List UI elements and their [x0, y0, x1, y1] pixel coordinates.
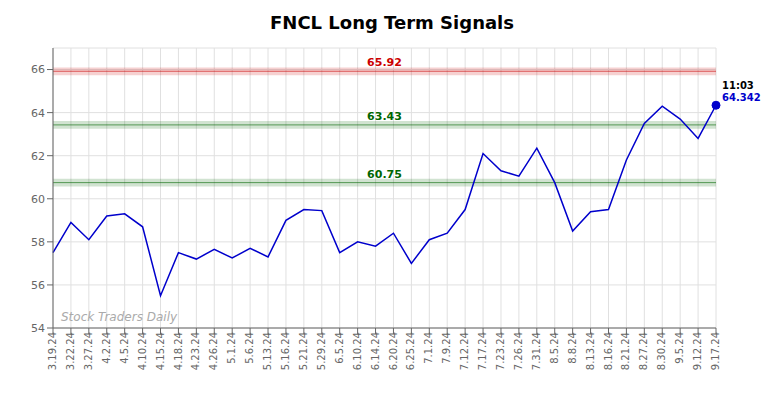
svg-text:6.14.24: 6.14.24 [370, 332, 381, 370]
svg-text:5.13.24: 5.13.24 [262, 332, 273, 370]
svg-text:7.9.24: 7.9.24 [441, 332, 452, 364]
svg-text:7.12.24: 7.12.24 [459, 332, 470, 370]
svg-text:4.23.24: 4.23.24 [190, 332, 201, 370]
svg-text:4.18.24: 4.18.24 [173, 332, 184, 370]
svg-text:7.26.24: 7.26.24 [513, 332, 524, 370]
svg-text:5.6.24: 5.6.24 [244, 332, 255, 364]
svg-text:8.8.24: 8.8.24 [567, 332, 578, 364]
svg-text:7.31.24: 7.31.24 [531, 332, 542, 370]
svg-text:56: 56 [31, 279, 45, 292]
svg-text:6.20.24: 6.20.24 [388, 332, 399, 370]
svg-text:4.26.24: 4.26.24 [208, 332, 219, 370]
svg-text:64.342: 64.342 [722, 92, 761, 103]
svg-text:5.1.24: 5.1.24 [226, 332, 237, 364]
svg-text:58: 58 [31, 236, 45, 249]
svg-text:54: 54 [31, 322, 45, 335]
html-text:Stock Traders Daily: Stock Traders Daily [61, 310, 178, 324]
svg-text:3.19.24: 3.19.24 [47, 332, 58, 370]
svg-text:5.16.24: 5.16.24 [280, 332, 291, 370]
svg-text:8.21.24: 8.21.24 [621, 332, 632, 370]
svg-text:4.2.24: 4.2.24 [101, 332, 112, 364]
svg-text:65.92: 65.92 [367, 56, 402, 69]
svg-text:7.1.24: 7.1.24 [423, 332, 434, 364]
svg-text:3.22.24: 3.22.24 [65, 332, 76, 370]
svg-text:9.17.24: 9.17.24 [710, 332, 721, 370]
svg-text:7.23.24: 7.23.24 [495, 332, 506, 370]
svg-text:4.15.24: 4.15.24 [155, 332, 166, 370]
html-text:FNCL Long Term Signals: FNCL Long Term Signals [270, 12, 514, 33]
svg-text:5.29.24: 5.29.24 [316, 332, 327, 370]
svg-text:64: 64 [31, 107, 45, 120]
svg-text:9.12.24: 9.12.24 [692, 332, 703, 370]
svg-text:8.30.24: 8.30.24 [656, 332, 667, 370]
svg-text:6.10.24: 6.10.24 [352, 332, 363, 370]
svg-text:62: 62 [31, 150, 45, 163]
svg-text:8.27.24: 8.27.24 [638, 332, 649, 370]
svg-text:7.17.24: 7.17.24 [477, 332, 488, 370]
svg-text:60.75: 60.75 [367, 168, 402, 181]
svg-text:6.25.24: 6.25.24 [405, 332, 416, 370]
svg-text:66: 66 [31, 63, 45, 76]
svg-text:11:03: 11:03 [722, 80, 754, 91]
svg-text:8.5.24: 8.5.24 [549, 332, 560, 364]
svg-text:60: 60 [31, 193, 45, 206]
svg-text:3.27.24: 3.27.24 [83, 332, 94, 370]
svg-text:9.5.24: 9.5.24 [674, 332, 685, 364]
svg-text:63.43: 63.43 [367, 110, 402, 123]
svg-text:4.5.24: 4.5.24 [119, 332, 130, 364]
svg-text:8.13.24: 8.13.24 [585, 332, 596, 370]
svg-text:5.21.24: 5.21.24 [298, 332, 309, 370]
svg-text:8.16.24: 8.16.24 [603, 332, 614, 370]
svg-text:6.5.24: 6.5.24 [334, 332, 345, 364]
svg-text:4.10.24: 4.10.24 [137, 332, 148, 370]
